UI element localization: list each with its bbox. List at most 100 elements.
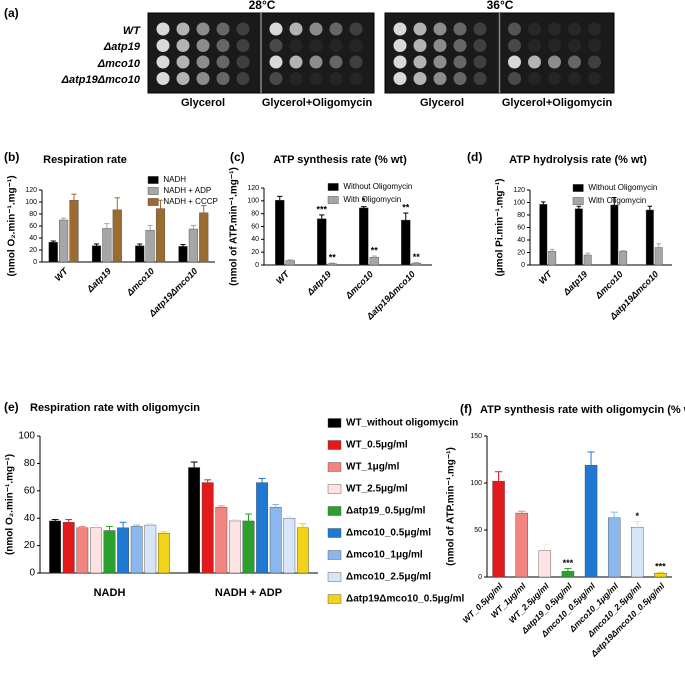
colony-spot [588, 55, 601, 69]
x-tick-label: WT [537, 268, 555, 286]
colony-spot [236, 72, 250, 85]
y-tick-label: 80 [24, 458, 36, 469]
legend-swatch [327, 594, 342, 604]
chart-title: ATP synthesis rate with oligomycin (% wt… [480, 404, 685, 416]
colony-spot [453, 55, 467, 69]
legend-label: Δmco10_2.5μg/ml [346, 572, 431, 583]
strain-label: Δmco10 [97, 58, 141, 70]
colony-spot [349, 22, 363, 36]
colony-spot [289, 55, 303, 69]
colony-spot [156, 39, 170, 52]
legend-label: WT_0.5μg/ml [346, 440, 408, 451]
bar [76, 527, 89, 574]
colony-spot [289, 39, 303, 52]
bar [269, 507, 282, 574]
colony-spot [508, 55, 521, 69]
colony-spot [176, 39, 190, 52]
bar [539, 204, 548, 266]
bar [275, 199, 285, 266]
y-tick-label: 20 [251, 249, 259, 256]
colony-spot [156, 22, 170, 36]
bar [215, 507, 228, 574]
x-tick-label: WT [53, 265, 71, 283]
bar [538, 550, 552, 578]
colony-spot [473, 72, 487, 85]
bar [574, 208, 583, 266]
bar [103, 530, 116, 574]
bar [401, 219, 411, 266]
bar [59, 219, 69, 263]
y-tick-label: 40 [24, 513, 36, 524]
colony-spot [508, 39, 521, 52]
colony-spot [528, 22, 541, 36]
bar [610, 204, 619, 266]
medium-label: Glycerol+Oligomycin [262, 97, 373, 109]
y-tick-label: 100 [470, 480, 482, 487]
colony-spot [548, 55, 561, 69]
colony-spot [216, 39, 230, 52]
colony-spot [176, 22, 190, 36]
colony-spot [528, 72, 541, 85]
colony-spot [588, 72, 601, 85]
x-tick-label: Δmco10 [124, 266, 156, 298]
bar [296, 527, 309, 574]
bar [90, 527, 102, 574]
colony-spot [548, 39, 561, 52]
bar [645, 209, 654, 266]
bar [229, 520, 241, 574]
panel-label: (f) [460, 402, 472, 416]
colony-spot [413, 39, 427, 52]
legend-swatch [572, 197, 584, 205]
x-tick-label: NADH [94, 587, 126, 599]
bar [631, 526, 644, 578]
significance: ** [413, 252, 421, 262]
y-tick-label: 0 [255, 262, 259, 269]
colony-spot [528, 55, 541, 69]
colony-spot [176, 72, 190, 85]
colony-spot [393, 55, 407, 69]
colony-spot [236, 55, 250, 69]
legend-label: NADH + ADP [163, 186, 211, 195]
colony-spot [453, 72, 467, 85]
strain-label: Δatp19Δmco10 [61, 74, 141, 86]
y-tick-label: 20 [24, 540, 36, 551]
legend-swatch [147, 187, 159, 195]
bar [135, 245, 145, 263]
colony-spot [548, 72, 561, 85]
y-axis-label: (nmol O₂.min⁻¹.mg⁻¹) [7, 175, 18, 276]
bar [411, 262, 421, 266]
legend-swatch [327, 528, 342, 538]
y-tick-label: 60 [517, 224, 525, 231]
y-tick-label: 120 [247, 185, 259, 192]
y-tick-label: 80 [251, 211, 259, 218]
temperature: 36°C [487, 0, 514, 12]
bar [188, 228, 198, 263]
y-axis-label: (nmol O₂.min⁻¹.mg⁻¹) [5, 454, 16, 555]
colony-spot [269, 55, 283, 69]
colony-spot [433, 22, 447, 36]
y-tick-label: 60 [251, 223, 259, 230]
colony-spot [349, 55, 363, 69]
significance: * [636, 511, 640, 521]
bar [144, 524, 157, 574]
colony-spot [393, 72, 407, 85]
panel-label: (a) [4, 6, 19, 20]
bar [584, 464, 598, 578]
y-axis-label: (nmol of ATP.min⁻¹.mg⁻¹) [229, 167, 240, 286]
legend-label: Δatp19Δmco10_0.5μg/ml [346, 594, 465, 605]
colony-spot [433, 72, 447, 85]
bar [69, 199, 79, 263]
bar [117, 527, 129, 574]
colony-spot [473, 22, 487, 36]
colony-spot [196, 55, 210, 69]
legend-swatch [327, 572, 342, 582]
colony-spot [453, 39, 467, 52]
significance: *** [563, 558, 574, 568]
y-tick-label: 0 [29, 568, 35, 579]
strain-label: Δatp19 [103, 41, 141, 53]
y-tick-label: 20 [29, 247, 37, 254]
bar [188, 467, 201, 574]
colony-spot [413, 22, 427, 36]
bar [199, 212, 209, 263]
colony-spot [588, 22, 601, 36]
